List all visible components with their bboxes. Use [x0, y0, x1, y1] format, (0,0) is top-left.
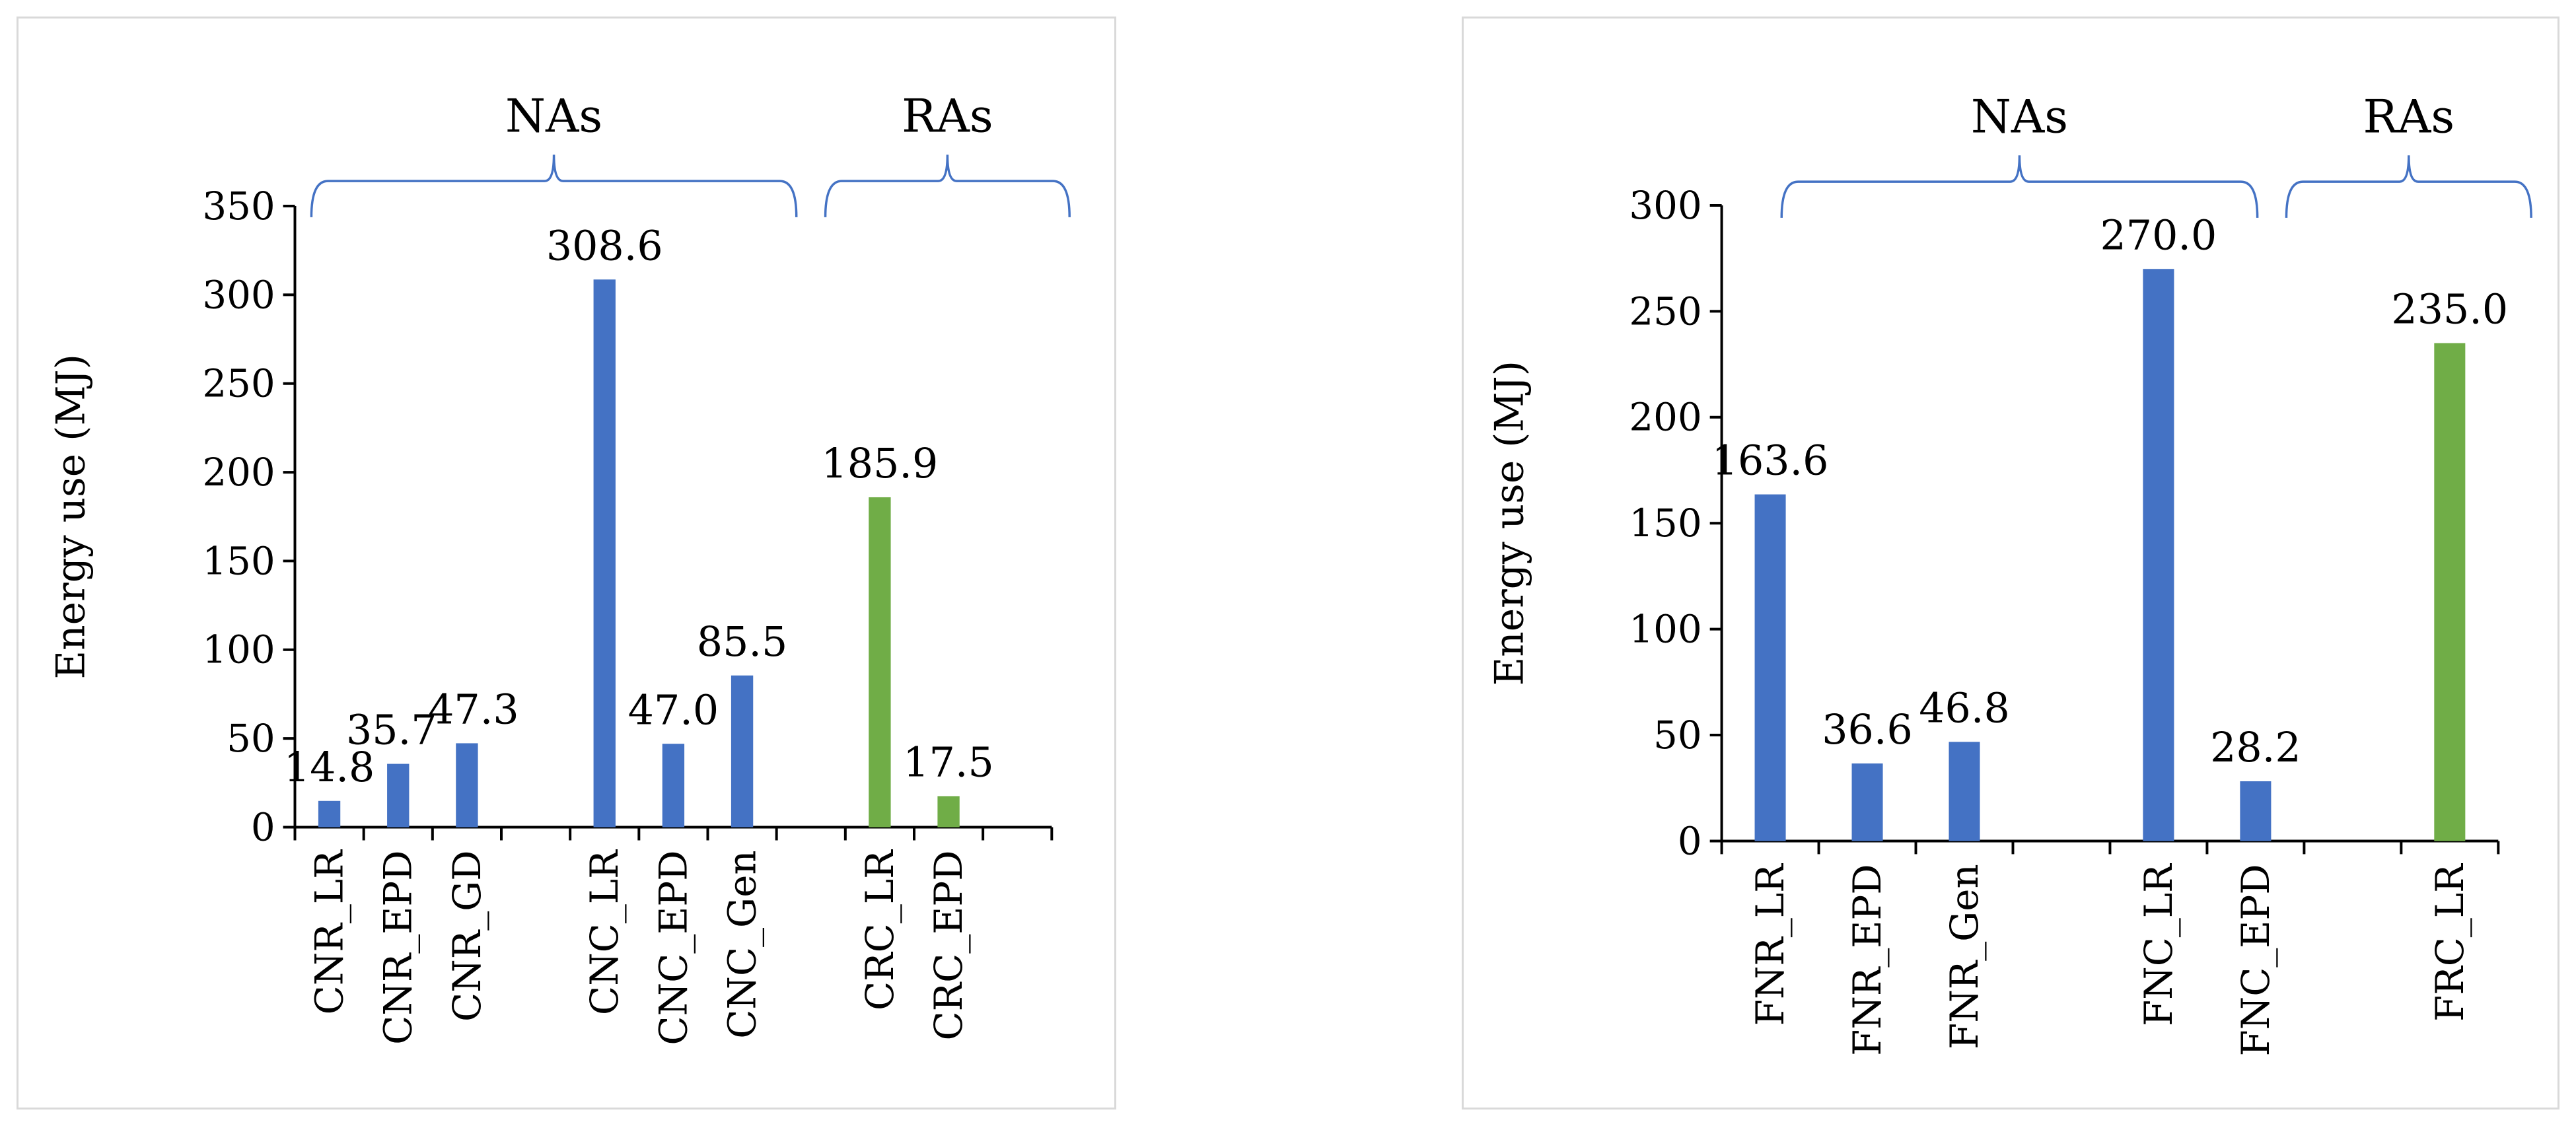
left-chart-panel: Energy use (MJ) 0 50 100 150 200 250 300 350 14.8…	[17, 17, 1116, 1110]
category-label: FNC_LR	[2136, 863, 2181, 1026]
bar-fnc-epd	[2240, 781, 2272, 841]
y-tick-label: 300	[202, 272, 275, 317]
y-tick-label: 150	[202, 538, 275, 583]
bar-fnr-gen	[1949, 742, 1980, 841]
bar-cnc-epd	[662, 744, 685, 828]
group-bracket-ras	[824, 155, 1071, 217]
category-label: FRC_LR	[2427, 863, 2472, 1022]
data-label: 185.9	[821, 440, 938, 487]
bar-fnr-epd	[1851, 763, 1883, 841]
y-tick-label: 250	[202, 361, 275, 406]
y-tick-label: 150	[1629, 501, 1701, 546]
data-label: 36.6	[1822, 706, 1913, 754]
group-bracket-nas	[1780, 155, 2259, 218]
bar-crc-lr	[869, 497, 891, 828]
category-label: FNR_LR	[1748, 863, 1793, 1026]
right-bar-chart: Energy use (MJ) 0 50 100 150 200 250 300 163.6 FN…	[1487, 90, 2532, 1056]
group-bracket-nas	[310, 155, 798, 217]
data-label: 270.0	[2100, 211, 2217, 259]
data-label: 46.8	[1919, 684, 2010, 732]
y-tick-label: 100	[1629, 607, 1701, 652]
category-label: CNC_EPD	[651, 850, 696, 1045]
category-label: CNC_LR	[582, 849, 627, 1015]
bar-fnr-lr	[1754, 494, 1786, 841]
category-label: FNR_EPD	[1845, 864, 1890, 1055]
data-label: 85.5	[697, 618, 788, 666]
bar-cnc-lr	[593, 279, 616, 828]
group-label-ras: RAs	[2363, 90, 2454, 143]
data-label: 28.2	[2210, 724, 2301, 771]
y-tick-label: 50	[227, 716, 275, 761]
bar-fnc-lr	[2143, 269, 2174, 841]
y-tick-label: 300	[1629, 183, 1701, 228]
data-label: 235.0	[2391, 286, 2508, 334]
y-tick-label: 250	[1629, 289, 1701, 334]
category-label: CNC_Gen	[720, 850, 765, 1038]
data-label: 17.5	[903, 739, 994, 787]
y-tick-label: 200	[202, 450, 275, 495]
bar-cnc-gen	[731, 675, 754, 828]
category-label: CRC_LR	[857, 849, 902, 1010]
y-tick-label: 0	[251, 804, 275, 849]
y-tick-label: 50	[1653, 713, 1702, 758]
category-label: CNR_GD	[445, 850, 489, 1022]
category-label: FNC_EPD	[2233, 864, 2278, 1056]
data-label: 47.0	[628, 686, 719, 734]
data-label: 47.3	[428, 686, 519, 734]
category-label: CRC_EPD	[926, 850, 971, 1040]
right-chart-panel: Energy use (MJ) 0 50 100 150 200 250 300 163.6 FN…	[1462, 17, 2559, 1110]
bar-cnr-lr	[318, 800, 341, 828]
left-bar-chart: Energy use (MJ) 0 50 100 150 200 250 300 350 14.8…	[49, 89, 1071, 1045]
y-tick-label: 350	[202, 184, 275, 229]
category-label: CNR_LR	[307, 849, 352, 1014]
y-axis-title: Energy use (MJ)	[1487, 361, 1533, 686]
y-tick-label: 100	[202, 627, 275, 672]
bar-crc-epd	[937, 796, 960, 828]
data-label: 14.8	[284, 744, 375, 791]
bar-cnr-gd	[456, 743, 478, 828]
y-tick-label: 200	[1629, 395, 1701, 440]
group-label-nas: NAs	[505, 89, 602, 143]
y-axis-title: Energy use (MJ)	[49, 354, 94, 679]
y-tick-label: 0	[1678, 818, 1702, 863]
bar-frc-lr	[2434, 343, 2466, 841]
group-label-ras: RAs	[902, 89, 993, 143]
category-label: FNR_Gen	[1942, 864, 1987, 1049]
data-label: 35.7	[346, 707, 437, 754]
data-label: 163.6	[1712, 437, 1829, 485]
data-label: 308.6	[546, 222, 663, 269]
category-label: CNR_EPD	[376, 850, 421, 1044]
bar-cnr-epd	[387, 763, 410, 828]
group-label-nas: NAs	[1971, 90, 2068, 143]
group-bracket-ras	[2285, 155, 2532, 218]
